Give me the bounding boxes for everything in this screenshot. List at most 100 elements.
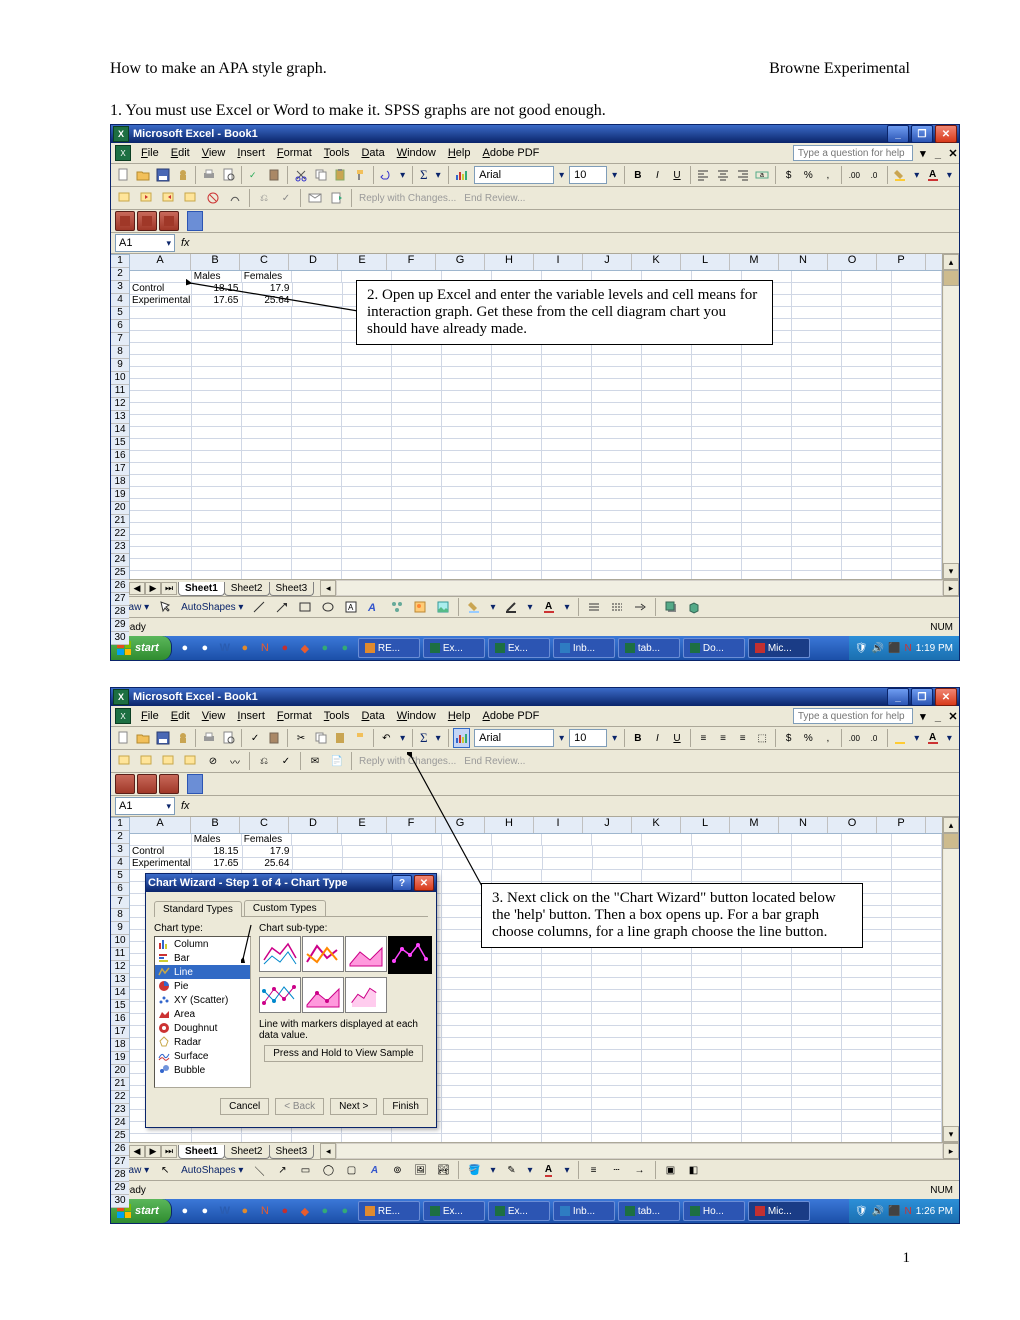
cell[interactable] [642, 499, 692, 511]
end-review-label[interactable]: End Review... [461, 193, 528, 204]
ql-icon[interactable]: ● [196, 639, 214, 657]
column-header[interactable]: N [779, 817, 828, 833]
increase-decimal-icon[interactable]: .00 [846, 165, 864, 185]
cell[interactable] [792, 283, 842, 295]
cell[interactable] [292, 834, 342, 846]
row-header[interactable]: 17 [111, 1026, 129, 1039]
cell[interactable] [242, 343, 292, 355]
cell[interactable] [642, 1074, 692, 1086]
taskbar-item[interactable]: RE... [358, 1201, 420, 1221]
cell[interactable] [742, 475, 792, 487]
cell[interactable] [892, 343, 942, 355]
cell[interactable] [492, 834, 542, 846]
cell[interactable] [392, 571, 442, 579]
cell[interactable] [842, 1002, 892, 1014]
reply-changes-label[interactable]: Reply with Changes... [356, 193, 459, 204]
cell[interactable] [442, 571, 492, 579]
cell[interactable] [692, 523, 742, 535]
cell[interactable] [892, 1086, 942, 1098]
cell[interactable] [542, 559, 592, 571]
cell[interactable] [792, 415, 842, 427]
cell[interactable] [892, 834, 942, 846]
print-icon[interactable] [200, 728, 218, 748]
cell[interactable] [442, 1062, 492, 1074]
cell[interactable] [192, 1134, 242, 1142]
cell[interactable] [130, 271, 192, 283]
menu-edit[interactable]: Edit [165, 145, 196, 161]
cell[interactable] [642, 451, 692, 463]
autosum-dropdown[interactable]: ▾ [433, 170, 444, 181]
cell[interactable] [892, 571, 942, 579]
cell[interactable] [692, 571, 742, 579]
cell[interactable] [442, 1086, 492, 1098]
cell[interactable] [842, 846, 892, 858]
cell[interactable] [792, 1062, 842, 1074]
research-icon[interactable] [266, 728, 284, 748]
cell[interactable] [792, 487, 842, 499]
column-header[interactable]: J [583, 254, 632, 270]
cell[interactable] [892, 463, 942, 475]
subtype-thumb[interactable] [259, 936, 301, 972]
wordart-icon[interactable]: A [364, 597, 384, 617]
cell[interactable] [642, 1002, 692, 1014]
cell[interactable] [892, 990, 942, 1002]
minimize-button[interactable]: _ [887, 688, 909, 706]
align-right-icon[interactable]: ≡ [734, 728, 752, 748]
cell[interactable] [442, 391, 492, 403]
show-icon[interactable]: ⊘ [203, 751, 223, 771]
cell[interactable] [592, 415, 642, 427]
cell[interactable] [342, 487, 392, 499]
column-header[interactable]: J [583, 817, 632, 833]
cell[interactable] [892, 942, 942, 954]
cell[interactable] [392, 511, 442, 523]
cell[interactable] [742, 966, 792, 978]
cell[interactable] [542, 487, 592, 499]
cell[interactable] [442, 1038, 492, 1050]
horizontal-scrollbar[interactable]: ◂ ▸ [320, 1143, 959, 1159]
sheet-tab[interactable]: Sheet2 [224, 582, 270, 596]
cell[interactable] [492, 978, 542, 990]
cell[interactable] [842, 1134, 892, 1142]
cell[interactable] [592, 475, 642, 487]
cell[interactable] [192, 439, 242, 451]
cell[interactable] [692, 1098, 742, 1110]
dash-style-icon[interactable] [607, 597, 627, 617]
cell[interactable] [692, 1050, 742, 1062]
cell[interactable] [542, 391, 592, 403]
fill-dropdown[interactable]: ▾ [911, 733, 922, 744]
cell[interactable] [642, 535, 692, 547]
font-color-icon[interactable]: A [924, 165, 942, 185]
cell[interactable] [692, 439, 742, 451]
cell[interactable] [192, 343, 242, 355]
scroll-up-icon[interactable]: ▴ [943, 254, 959, 270]
show-ink-icon[interactable] [225, 188, 245, 208]
subtype-thumb[interactable] [345, 936, 387, 972]
scroll-left-icon[interactable]: ◂ [320, 580, 336, 596]
cell[interactable] [592, 511, 642, 523]
cell[interactable] [542, 978, 592, 990]
pdf-handle[interactable] [187, 774, 203, 794]
cell[interactable] [642, 559, 692, 571]
cell[interactable] [492, 535, 542, 547]
cell[interactable] [842, 379, 892, 391]
cell[interactable] [130, 367, 192, 379]
cell[interactable] [692, 463, 742, 475]
cell[interactable] [192, 499, 242, 511]
cell[interactable] [742, 1038, 792, 1050]
cell[interactable] [130, 571, 192, 579]
autosum-icon[interactable]: Σ [417, 730, 431, 746]
cell[interactable] [392, 451, 442, 463]
column-header[interactable]: A [130, 817, 191, 833]
cell[interactable] [130, 355, 192, 367]
column-header[interactable]: F [387, 254, 436, 270]
cell[interactable] [842, 343, 892, 355]
cell[interactable] [742, 1110, 792, 1122]
cancel-button[interactable]: Cancel [220, 1098, 269, 1115]
line-icon[interactable] [249, 597, 269, 617]
cell[interactable] [892, 523, 942, 535]
cell[interactable] [642, 523, 692, 535]
menu-adobe-pdf[interactable]: Adobe PDF [476, 145, 545, 161]
show-comment-icon[interactable] [181, 188, 201, 208]
cell[interactable] [592, 367, 642, 379]
cell[interactable] [442, 547, 492, 559]
